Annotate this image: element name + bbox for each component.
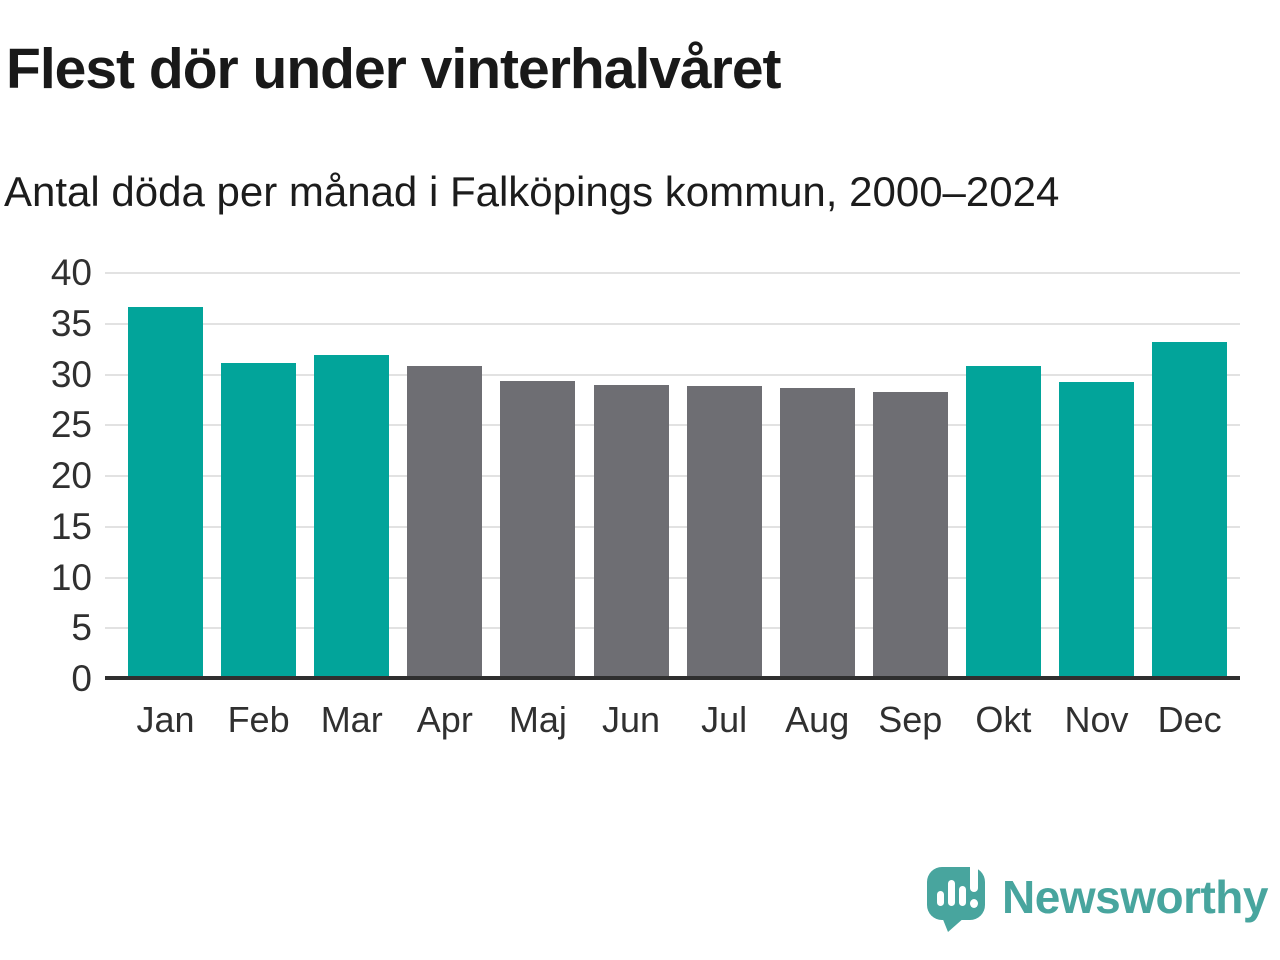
x-axis-tick-label: Sep xyxy=(878,699,943,740)
x-axis-tick-label: Mar xyxy=(320,699,383,740)
x-axis-tick-label: Feb xyxy=(227,699,290,740)
y-axis-tick-label: 10 xyxy=(50,556,92,598)
logo-exclamation-bar xyxy=(970,861,979,892)
chart-subtitle: Antal döda per månad i Falköpings kommun… xyxy=(4,168,1060,215)
y-axis-tick-label: 30 xyxy=(50,353,92,395)
plot-area: 0 5 10 15 20 25 30 35 40 Jan Feb Mar Apr Maj Jun Jul Aug… xyxy=(51,252,1240,740)
bar-jul xyxy=(686,385,762,677)
bar-maj xyxy=(500,380,576,677)
logo-mini-bar-2 xyxy=(948,880,956,906)
newsworthy-logo: Newsworthy xyxy=(927,858,1268,936)
brand-name: Newsworthy xyxy=(1002,871,1268,923)
bar-dec xyxy=(1152,342,1228,677)
y-axis-tick-label: 0 xyxy=(71,658,92,699)
bar-mar xyxy=(314,355,390,677)
gridline-y-10 xyxy=(105,576,1240,579)
bar-jan xyxy=(128,306,203,677)
y-axis-tick-label: 15 xyxy=(50,505,92,547)
gridline-y-30 xyxy=(105,373,1240,376)
bar-sep xyxy=(872,391,948,677)
gridline-y-5 xyxy=(105,627,1240,630)
gridline-y-15 xyxy=(105,525,1240,528)
x-axis-tick-label: Jul xyxy=(701,699,748,740)
x-axis-tick-label: Jun xyxy=(601,699,661,740)
y-axis-tick-label: 35 xyxy=(50,302,92,344)
y-axis-tick-label: 40 xyxy=(50,252,92,293)
gridline-y-25 xyxy=(105,424,1240,427)
x-axis-tick-label: Maj xyxy=(508,699,567,740)
gridline-y-35 xyxy=(105,322,1240,325)
bar-okt xyxy=(965,366,1041,677)
speech-bubble-tail xyxy=(942,917,966,932)
logo-mini-bar-1 xyxy=(937,891,945,906)
bar-apr xyxy=(407,366,483,677)
logo-exclamation-dot xyxy=(970,899,979,908)
gridline-y-40 xyxy=(105,272,1240,274)
y-axis-tick-label: 5 xyxy=(71,607,92,649)
x-axis-tick-label: Dec xyxy=(1157,699,1222,740)
x-axis-tick-label: Aug xyxy=(785,699,850,740)
bar-jun xyxy=(593,384,669,677)
x-axis-tick-label: Apr xyxy=(416,699,473,740)
x-axis-tick-label: Okt xyxy=(975,699,1032,740)
logo-mini-bar-3 xyxy=(959,886,967,906)
x-axis-tick-label: Jan xyxy=(136,699,195,740)
bar-feb xyxy=(221,363,297,677)
gridline-y-20 xyxy=(105,475,1240,477)
y-axis-tick-label: 20 xyxy=(50,455,92,496)
x-axis-line xyxy=(105,676,1240,680)
bar-nov xyxy=(1059,381,1134,677)
chart-title: Flest dör under vinterhalvåret xyxy=(6,37,782,101)
bar-aug xyxy=(779,387,855,677)
y-axis-tick-label: 25 xyxy=(50,404,92,446)
x-axis-tick-label: Nov xyxy=(1064,699,1129,740)
speech-bubble-bar-chart-icon xyxy=(927,859,987,935)
